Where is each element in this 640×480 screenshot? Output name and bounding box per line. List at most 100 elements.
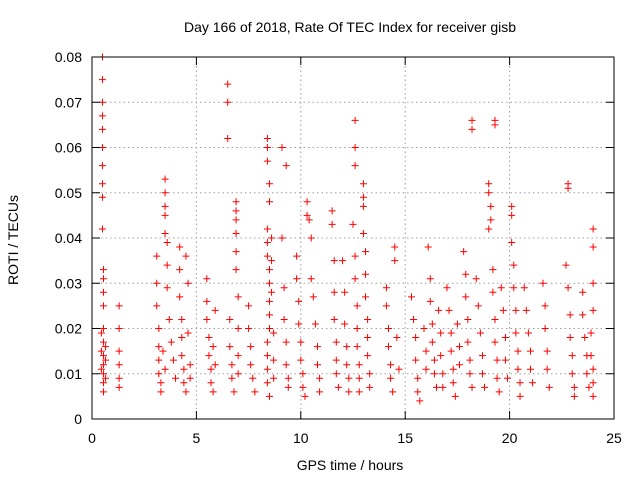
data-point: [182, 388, 190, 396]
data-point: [232, 207, 240, 215]
data-point: [263, 352, 271, 360]
data-point: [153, 279, 161, 287]
data-point: [203, 297, 211, 305]
data-point: [98, 112, 106, 120]
data-point: [526, 365, 534, 373]
data-point: [485, 225, 493, 233]
x-tick-label: 25: [606, 430, 622, 446]
data-point: [474, 302, 482, 310]
data-point: [362, 270, 370, 278]
data-point: [508, 211, 516, 219]
data-point: [232, 248, 240, 256]
data-point: [389, 388, 397, 396]
data-point: [362, 248, 370, 256]
data-point: [297, 338, 305, 346]
data-point: [433, 383, 441, 391]
data-point: [351, 162, 359, 170]
data-point: [391, 243, 399, 251]
data-point: [437, 352, 445, 360]
data-point: [466, 370, 474, 378]
data-point: [426, 297, 434, 305]
data-point: [501, 356, 509, 364]
data-point: [343, 343, 351, 351]
data-point: [265, 180, 273, 188]
data-point: [115, 383, 123, 391]
data-point: [426, 275, 434, 283]
data-point: [207, 379, 215, 387]
data-point: [481, 383, 489, 391]
data-point: [224, 80, 232, 88]
data-point: [163, 261, 171, 269]
data-point: [445, 306, 453, 314]
data-point: [293, 275, 301, 283]
data-point: [472, 275, 480, 283]
data-point: [541, 302, 549, 310]
data-point: [263, 157, 271, 165]
data-point: [353, 302, 361, 310]
data-point: [176, 266, 184, 274]
data-point: [543, 347, 551, 355]
data-point: [98, 162, 106, 170]
data-point: [366, 383, 374, 391]
data-point: [161, 202, 169, 210]
data-point: [211, 361, 219, 369]
data-point: [359, 229, 367, 237]
data-point: [307, 275, 315, 283]
data-point: [203, 275, 211, 283]
data-point: [493, 374, 501, 382]
data-point: [359, 180, 367, 188]
data-point: [566, 311, 574, 319]
data-point: [345, 374, 353, 382]
data-point: [568, 370, 576, 378]
data-point: [263, 379, 271, 387]
data-point: [464, 315, 472, 323]
data-point: [422, 347, 430, 355]
data-point: [295, 320, 303, 328]
data-point: [497, 284, 505, 292]
data-point: [562, 261, 570, 269]
data-point: [155, 343, 163, 351]
data-point: [364, 334, 372, 342]
data-point: [564, 184, 572, 192]
data-point: [514, 365, 522, 373]
data-point: [263, 134, 271, 142]
data-point: [265, 266, 273, 274]
data-point: [157, 388, 165, 396]
data-point: [330, 257, 338, 265]
data-point: [589, 279, 597, 287]
data-point: [524, 329, 532, 337]
y-tick-label: 0.01: [55, 366, 82, 382]
data-point: [280, 284, 288, 292]
data-point: [180, 365, 188, 373]
y-tick-label: 0: [74, 411, 82, 427]
data-point: [263, 365, 271, 373]
data-point: [299, 383, 307, 391]
data-point: [468, 116, 476, 124]
data-point: [359, 193, 367, 201]
data-point: [263, 252, 271, 260]
data-point: [585, 383, 593, 391]
data-point: [99, 338, 107, 346]
data-point: [439, 383, 447, 391]
y-tick-label: 0.04: [55, 230, 82, 246]
data-point: [249, 374, 257, 382]
data-point: [203, 315, 211, 323]
data-point: [343, 361, 351, 369]
data-point: [99, 288, 107, 296]
data-point: [102, 343, 110, 351]
data-point: [303, 211, 311, 219]
data-point: [583, 370, 591, 378]
data-point: [169, 356, 177, 364]
data-point: [529, 379, 537, 387]
data-point: [359, 202, 367, 210]
data-point: [155, 370, 163, 378]
data-point: [499, 306, 507, 314]
data-point: [382, 302, 390, 310]
data-point: [491, 121, 499, 129]
data-point: [589, 392, 597, 400]
data-point: [414, 388, 422, 396]
data-point: [98, 98, 106, 106]
data-point: [161, 211, 169, 219]
data-point: [468, 383, 476, 391]
